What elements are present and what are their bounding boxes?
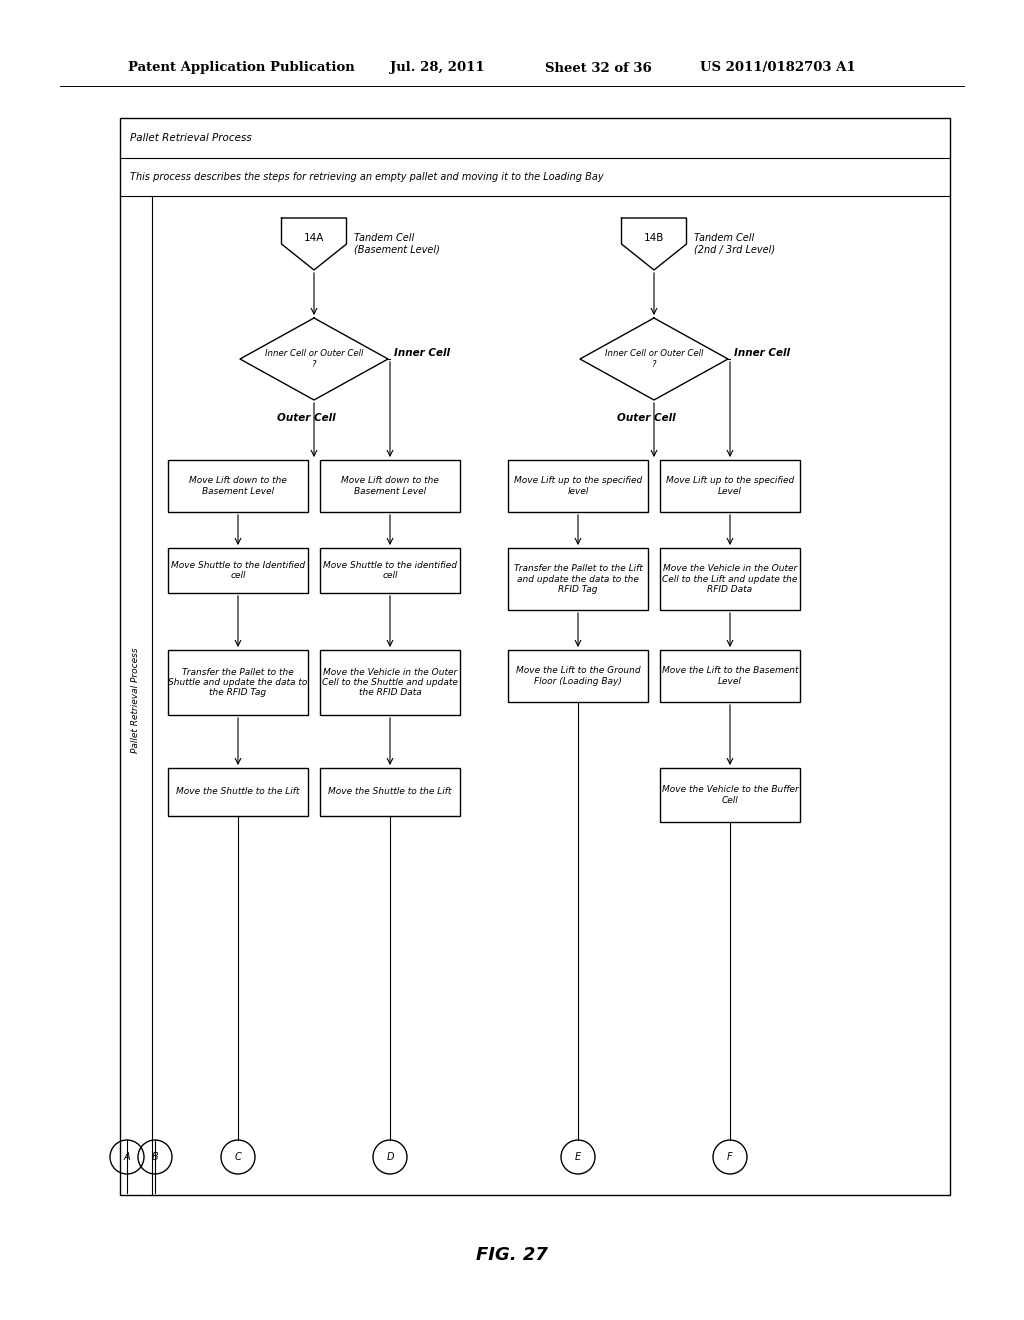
Text: 14A: 14A [304,232,325,243]
Text: A: A [124,1152,130,1162]
Bar [660,459,800,512]
Bar [660,649,800,702]
Text: C: C [234,1152,242,1162]
Text: Inner Cell: Inner Cell [394,348,450,358]
Bar [168,459,308,512]
Text: Move the Vehicle in the Outer
Cell to the Shuttle and update
the RFID Data: Move the Vehicle in the Outer Cell to th… [323,668,458,697]
Text: Move Lift up to the specified
level: Move Lift up to the specified level [514,477,642,496]
Text: FIG. 27: FIG. 27 [476,1246,548,1265]
Text: Move the Lift to the Ground
Floor (Loading Bay): Move the Lift to the Ground Floor (Loadi… [516,667,640,685]
Text: Inner Cell: Inner Cell [734,348,790,358]
Bar [508,459,648,512]
Polygon shape [282,218,346,271]
Text: Move the Vehicle to the Buffer
Cell: Move the Vehicle to the Buffer Cell [662,785,799,805]
Text: This process describes the steps for retrieving an empty pallet and moving it to: This process describes the steps for ret… [130,172,603,182]
Bar [168,548,308,593]
Text: Tandem Cell
(2nd / 3rd Level): Tandem Cell (2nd / 3rd Level) [694,234,775,255]
Polygon shape [622,218,686,271]
Text: Move the Vehicle in the Outer
Cell to the Lift and update the
RFID Data: Move the Vehicle in the Outer Cell to th… [663,564,798,594]
Text: Move Shuttle to the identified
cell: Move Shuttle to the identified cell [323,561,457,581]
Text: US 2011/0182703 A1: US 2011/0182703 A1 [700,62,856,74]
Bar [508,548,648,610]
Text: Pallet Retrieval Process: Pallet Retrieval Process [130,133,252,143]
Text: Pallet Retrieval Process: Pallet Retrieval Process [131,647,140,752]
Polygon shape [580,318,728,400]
Text: Move Lift up to the specified
Level: Move Lift up to the specified Level [666,477,795,496]
Text: Move the Lift to the Basement
Level: Move the Lift to the Basement Level [662,667,799,685]
Bar [508,649,648,702]
Text: Sheet 32 of 36: Sheet 32 of 36 [545,62,651,74]
Text: Move Lift down to the
Basement Level: Move Lift down to the Basement Level [341,477,439,496]
Bar [319,768,460,816]
Text: Transfer the Pallet to the
Shuttle and update the data to
the RFID Tag: Transfer the Pallet to the Shuttle and u… [168,668,307,697]
Text: Outer Cell: Outer Cell [276,413,335,422]
Text: Tandem Cell
(Basement Level): Tandem Cell (Basement Level) [354,234,440,255]
Text: Patent Application Publication: Patent Application Publication [128,62,354,74]
Bar [319,459,460,512]
Bar [168,649,308,715]
Text: Transfer the Pallet to the Lift
and update the data to the
RFID Tag: Transfer the Pallet to the Lift and upda… [514,564,642,594]
Bar [660,548,800,610]
Text: Inner Cell or Outer Cell
?: Inner Cell or Outer Cell ? [265,350,364,368]
Text: Move the Shuttle to the Lift: Move the Shuttle to the Lift [329,788,452,796]
Bar [168,768,308,816]
Text: F: F [727,1152,733,1162]
Polygon shape [240,318,388,400]
Text: Move the Shuttle to the Lift: Move the Shuttle to the Lift [176,788,300,796]
Text: Move Lift down to the
Basement Level: Move Lift down to the Basement Level [189,477,287,496]
Bar [660,768,800,822]
Text: Jul. 28, 2011: Jul. 28, 2011 [390,62,484,74]
Text: B: B [152,1152,159,1162]
Text: Inner Cell or Outer Cell
?: Inner Cell or Outer Cell ? [605,350,703,368]
Bar [319,649,460,715]
Text: E: E [574,1152,581,1162]
Text: Outer Cell: Outer Cell [616,413,675,422]
Bar [319,548,460,593]
Bar [120,117,950,1195]
Text: D: D [386,1152,394,1162]
Text: Move Shuttle to the Identified
cell: Move Shuttle to the Identified cell [171,561,305,581]
Text: 14B: 14B [644,232,665,243]
